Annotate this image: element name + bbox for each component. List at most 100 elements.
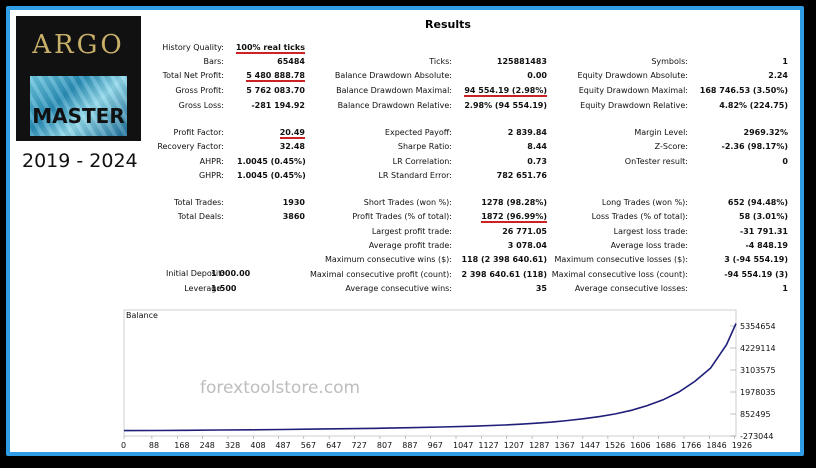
stat-value: 652 (94.48%) [727,198,788,207]
stat-label: Balance Drawdown Maximal: [336,86,452,95]
stat-label: Total Net Profit: [162,71,224,80]
stat-value: 1278 (98.28%) [481,198,547,207]
stat-value: 2969.32% [743,128,788,137]
stat-value: 782 651.76 [496,171,547,180]
stat-value: 94 554.19 (2.98%) [464,86,547,97]
y-tick-label: 3103575 [740,366,776,375]
stat-value: 4.82% (224.75) [719,101,788,110]
stat-value: 1 [782,284,788,293]
stat-value: 1 [782,57,788,66]
stat-label: Equity Drawdown Maximal: [578,86,688,95]
stat-label: Profit Factor: [173,128,224,137]
stat-value: 8.44 [527,142,547,151]
y-tick-label: 852495 [740,410,771,419]
stat-label: Ticks: [429,57,452,66]
x-tick-label: 1047 [453,441,473,450]
x-tick-label: 1606 [630,441,650,450]
stat-value: 26 771.05 [502,227,547,236]
stat-label: History Quality: [162,43,224,52]
x-tick-label: 248 [200,441,215,450]
stat-label: LR Correlation: [392,157,452,166]
stat-label: Sharpe Ratio: [397,142,452,151]
stat-label: Short Trades (won %): [363,198,452,207]
chart-border [123,309,737,437]
watermark: forextoolstore.com [200,378,361,398]
stat-label: Recovery Factor: [157,142,224,151]
stat-label: Long Trades (won %): [601,198,688,207]
stat-value: -94 554.19 (3) [724,270,788,279]
stat-value: -2.36 (98.17%) [721,142,788,151]
y-tick-label: 5354654 [740,322,776,331]
argo-master-logo: ARGO MASTER [16,16,141,141]
stat-value: 0 [782,157,788,166]
x-tick-label: 647 [326,441,341,450]
x-tick-label: 1447 [580,441,600,450]
stat-value: 20.49 [279,128,305,139]
chart-title: Balance [126,311,158,320]
stat-value: 3 078.04 [507,241,547,250]
stat-label: Expected Payoff: [384,128,452,137]
stat-value: 1.0045 (0.45%) [237,171,306,180]
x-tick-label: 1926 [732,441,752,450]
stat-value: 2.24 [768,71,788,80]
stat-value: 1872 (96.99%) [481,212,547,223]
stat-label: LR Standard Error: [378,171,452,180]
results-title: Results [425,18,471,31]
logo-tile [30,76,127,136]
stat-value: 1:500 [211,284,237,293]
stat-label: Z-Score: [654,142,688,151]
stat-label: Largest profit trade: [371,227,452,236]
x-tick-label: 567 [301,441,316,450]
stat-label: Margin Level: [634,128,688,137]
stat-value: 1 000.00 [211,269,251,278]
stat-label: Average profit trade: [368,241,452,250]
stat-value: 0.00 [527,71,547,80]
x-tick-label: 1526 [605,441,625,450]
x-tick-label: 487 [275,441,290,450]
balance-chart-svg: Balance -273044 852495 1978035 3103575 422911… [121,309,776,450]
x-tick-label: 1766 [681,441,701,450]
x-tick-label: 1686 [656,441,676,450]
stat-label: Balance Drawdown Absolute: [334,71,452,80]
x-tick-label: 88 [149,441,159,450]
stat-value: 168 746.53 (3.50%) [699,86,788,95]
x-tick-label: 168 [174,441,189,450]
x-tick-label: 0 [121,441,126,450]
years-label: 2019 - 2024 [22,150,138,172]
stat-value: -31 791.31 [739,227,788,236]
stat-value: 58 (3.01%) [739,212,788,221]
x-tick-label: 408 [250,441,265,450]
stat-label: Bars: [203,57,224,66]
stat-label: GHPR: [198,171,224,180]
y-tick-label: 4229114 [740,344,776,353]
stat-label: Maximal consecutive profit (count): [309,270,452,279]
x-tick-label: 727 [352,441,367,450]
y-tick-label: -273044 [740,432,773,441]
x-tick-label: 887 [402,441,417,450]
x-tick-label: 328 [225,441,240,450]
stat-value: 32.48 [279,142,305,151]
stat-label: AHPR: [199,157,224,166]
stat-value: 2.98% (94 554.19) [464,101,547,110]
stat-label: Average loss trade: [610,241,688,250]
x-tick-label: 1287 [529,441,549,450]
stat-label: Gross Profit: [175,86,224,95]
stat-value: 1930 [282,198,305,207]
stat-label: Total Trades: [174,198,224,207]
stat-label: Leverage: [184,284,224,293]
x-tick-label: 807 [377,441,392,450]
stat-value: 125881483 [496,57,547,66]
stat-value: 1.0045 (0.45%) [237,157,306,166]
stat-label: Maximal consecutive loss (count): [551,270,688,279]
stat-label: Loss Trades (% of total): [591,212,688,221]
stat-value: 65484 [277,57,305,66]
stat-label: Gross Loss: [178,101,224,110]
stat-label: OnTester result: [624,157,688,166]
stat-value: 0.73 [527,157,547,166]
x-tick-label: 967 [428,441,443,450]
x-tick-label: 1846 [706,441,726,450]
stat-value: 35 [535,284,547,293]
stat-label: Initial Deposit: [166,269,224,278]
stat-value: -281 194.92 [251,101,305,110]
balance-line [123,323,737,432]
